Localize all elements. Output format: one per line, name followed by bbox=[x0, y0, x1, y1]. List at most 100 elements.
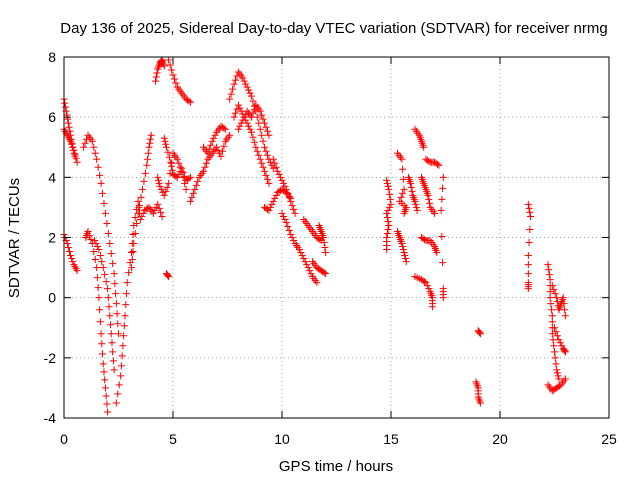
data-point bbox=[407, 183, 415, 191]
data-point bbox=[550, 286, 558, 294]
data-point bbox=[383, 209, 391, 217]
data-point bbox=[552, 360, 560, 368]
x-tick-label: 10 bbox=[274, 431, 290, 447]
data-point bbox=[263, 127, 271, 135]
data-point bbox=[269, 155, 277, 163]
data-point bbox=[386, 195, 394, 203]
data-point bbox=[259, 163, 267, 171]
data-point bbox=[230, 113, 238, 121]
data-point bbox=[91, 256, 99, 264]
data-point bbox=[269, 164, 277, 172]
data-point bbox=[384, 217, 392, 225]
data-point bbox=[279, 179, 287, 187]
data-point bbox=[313, 279, 321, 287]
data-point bbox=[69, 258, 77, 266]
data-point bbox=[383, 229, 391, 237]
data-point bbox=[109, 357, 117, 365]
data-point bbox=[109, 348, 117, 356]
data-point bbox=[400, 209, 408, 217]
data-point bbox=[99, 360, 107, 368]
data-point bbox=[397, 193, 405, 201]
data-point bbox=[249, 97, 257, 105]
data-point bbox=[400, 185, 408, 193]
data-point bbox=[170, 75, 178, 83]
data-point bbox=[93, 264, 101, 272]
data-point bbox=[146, 139, 154, 147]
data-point bbox=[186, 173, 194, 181]
data-point bbox=[105, 303, 113, 311]
data-point bbox=[94, 284, 102, 292]
data-point bbox=[164, 148, 172, 156]
data-point bbox=[146, 135, 154, 143]
data-point bbox=[61, 103, 69, 111]
data-point bbox=[256, 155, 264, 163]
data-point bbox=[80, 143, 88, 151]
data-point bbox=[275, 170, 283, 178]
data-point bbox=[144, 149, 152, 157]
data-point bbox=[265, 131, 273, 139]
data-point bbox=[204, 149, 212, 157]
data-point bbox=[556, 339, 564, 347]
data-point bbox=[159, 188, 167, 196]
data-point bbox=[103, 219, 111, 227]
data-point bbox=[262, 123, 270, 131]
data-point bbox=[107, 250, 115, 258]
data-point bbox=[68, 140, 76, 148]
data-point bbox=[226, 95, 234, 103]
data-point bbox=[234, 101, 242, 109]
data-point bbox=[301, 258, 309, 266]
data-point bbox=[551, 354, 559, 362]
data-point bbox=[252, 143, 260, 151]
x-tick-label: 15 bbox=[383, 431, 399, 447]
data-point bbox=[298, 252, 306, 260]
data-point bbox=[231, 109, 239, 117]
data-point bbox=[220, 142, 228, 150]
data-point bbox=[300, 255, 308, 263]
data-point bbox=[476, 399, 484, 407]
y-tick-labels: -4 -2 0 2 4 6 8 bbox=[44, 49, 57, 426]
data-point bbox=[133, 219, 141, 227]
data-point bbox=[201, 163, 209, 171]
data-point bbox=[157, 185, 165, 193]
data-point bbox=[285, 193, 293, 201]
data-point bbox=[412, 203, 420, 211]
data-point bbox=[214, 146, 222, 154]
data-point bbox=[123, 279, 131, 287]
data-point bbox=[271, 159, 279, 167]
data-point bbox=[152, 73, 160, 81]
data-point bbox=[259, 137, 267, 145]
data-point bbox=[165, 273, 173, 281]
data-point bbox=[247, 128, 255, 136]
data-point bbox=[192, 181, 200, 189]
data-point bbox=[156, 182, 164, 190]
data-point bbox=[162, 143, 170, 151]
data-point bbox=[136, 215, 144, 223]
data-point bbox=[561, 348, 569, 356]
data-point bbox=[93, 274, 101, 282]
data-point bbox=[112, 290, 120, 298]
data-point bbox=[247, 92, 255, 100]
data-point bbox=[398, 240, 406, 248]
data-point bbox=[73, 267, 81, 275]
data-point bbox=[200, 167, 208, 175]
data-point bbox=[551, 348, 558, 356]
data-point bbox=[287, 197, 295, 205]
data-point bbox=[186, 98, 194, 106]
data-point bbox=[256, 107, 264, 115]
data-point bbox=[303, 261, 311, 269]
data-point bbox=[185, 97, 193, 105]
data-point bbox=[438, 195, 446, 203]
data-point bbox=[239, 116, 247, 124]
data-point bbox=[435, 161, 443, 169]
data-point bbox=[210, 134, 218, 142]
data-point bbox=[278, 209, 286, 217]
data-point bbox=[115, 330, 122, 338]
data-point bbox=[420, 278, 428, 286]
data-point bbox=[262, 147, 270, 155]
data-point bbox=[165, 153, 173, 161]
data-point bbox=[236, 104, 244, 112]
data-point bbox=[65, 248, 73, 256]
data-point bbox=[154, 173, 162, 181]
data-point bbox=[412, 200, 420, 208]
data-point bbox=[98, 340, 106, 348]
